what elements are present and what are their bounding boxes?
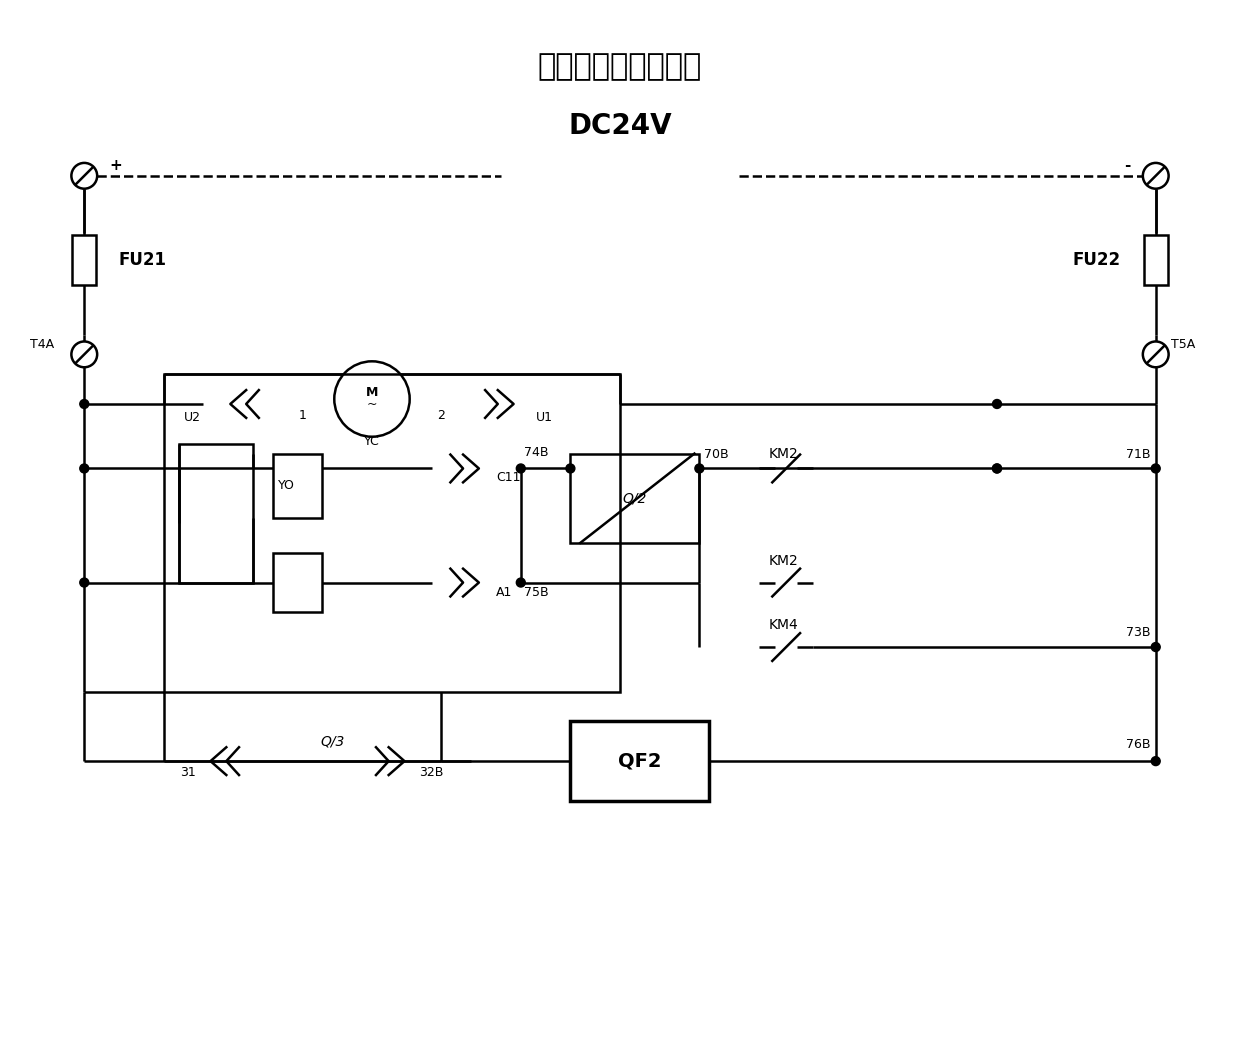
Text: 76B: 76B [1126, 738, 1151, 751]
Text: 2: 2 [438, 410, 445, 422]
Circle shape [1151, 642, 1161, 652]
Text: Q/2: Q/2 [622, 492, 647, 505]
Text: KM2: KM2 [769, 446, 799, 460]
Circle shape [79, 464, 89, 473]
Text: FU22: FU22 [1073, 251, 1121, 270]
Text: T5A: T5A [1171, 338, 1195, 351]
Text: 70B: 70B [704, 448, 729, 460]
Text: M: M [366, 385, 378, 399]
Circle shape [516, 464, 526, 473]
Text: Q/3: Q/3 [320, 734, 345, 749]
Bar [273, 454, 322, 518]
Text: YO: YO [278, 479, 295, 492]
Text: T4A: T4A [30, 338, 53, 351]
Bar [273, 553, 322, 612]
Bar [570, 721, 709, 801]
Text: 32B: 32B [419, 767, 444, 779]
Circle shape [72, 341, 97, 367]
Text: A1: A1 [496, 585, 512, 598]
Bar [570, 454, 699, 543]
Text: U1: U1 [536, 411, 553, 424]
Bar [1143, 235, 1168, 285]
Circle shape [79, 578, 89, 587]
Text: 71B: 71B [1126, 448, 1151, 460]
Circle shape [992, 464, 1002, 473]
Bar [179, 443, 253, 582]
Text: DC24V: DC24V [568, 113, 672, 140]
Text: ~: ~ [367, 397, 377, 411]
Text: 73B: 73B [1126, 627, 1151, 639]
Circle shape [694, 464, 704, 473]
Text: FU21: FU21 [119, 251, 167, 270]
Circle shape [992, 399, 1002, 409]
Text: YC: YC [365, 435, 379, 449]
Circle shape [1143, 163, 1168, 188]
Text: KM4: KM4 [769, 618, 799, 632]
Text: 1: 1 [299, 410, 306, 422]
Text: U2: U2 [184, 411, 201, 424]
Text: +: + [109, 158, 122, 174]
Circle shape [72, 163, 97, 188]
Text: 引入蓄电池直流电源: 引入蓄电池直流电源 [538, 53, 702, 81]
Circle shape [565, 464, 575, 473]
Bar [72, 235, 97, 285]
Text: -: - [1125, 158, 1131, 174]
Text: 31: 31 [181, 767, 196, 779]
Text: KM2: KM2 [769, 554, 799, 568]
Text: 75B: 75B [523, 585, 548, 598]
Text: 74B: 74B [523, 445, 548, 458]
Text: C11: C11 [496, 472, 521, 484]
Circle shape [1151, 757, 1161, 766]
Circle shape [516, 578, 526, 587]
Circle shape [1151, 464, 1161, 473]
Circle shape [335, 361, 409, 437]
Circle shape [1143, 341, 1168, 367]
Circle shape [992, 464, 1002, 473]
Circle shape [79, 399, 89, 409]
Bar [164, 374, 620, 692]
Text: QF2: QF2 [618, 752, 662, 771]
